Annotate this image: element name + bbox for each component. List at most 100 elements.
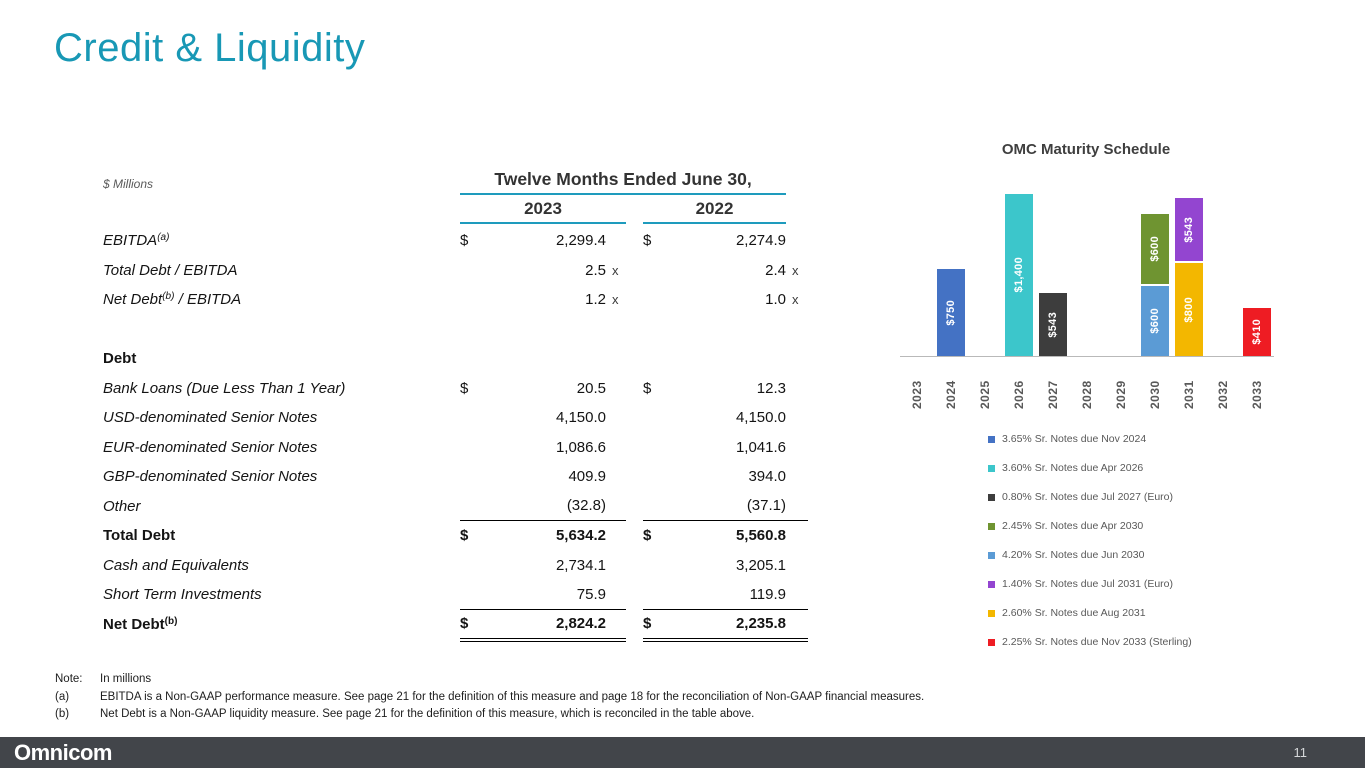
units-label: $ Millions [103, 177, 154, 191]
value-2023: 2.5 [585, 261, 606, 279]
bar-column-2032 [1206, 190, 1240, 356]
value-2023: 5,634.2 [555, 527, 606, 545]
note-label: Note: [55, 673, 83, 685]
value-2023: (32.8) [478, 492, 606, 521]
table-subheader-row: 2023 2022 [103, 197, 813, 226]
bar-column-2030: $600 $600 [1138, 190, 1172, 356]
footer-bar: Omnicom 11 [0, 737, 1365, 768]
year-label: 2027 [1046, 380, 1060, 409]
maturity-chart: OMC Maturity Schedule $750 $1,400 $543 $… [893, 133, 1279, 665]
year-label: 2024 [944, 380, 958, 409]
note-text: Net Debt is a Non-GAAP liquidity measure… [100, 708, 755, 720]
year-label: 2032 [1216, 380, 1230, 409]
value-2023: 2,824.2 [478, 610, 606, 642]
legend-swatch [988, 551, 995, 559]
table-row-usd-notes: USD-denominated Senior Notes 4,150.0 4,1… [103, 403, 813, 433]
bar-column-2028 [1070, 190, 1104, 356]
bar-segment: $543 [1175, 198, 1203, 261]
bar-segment: $1,400 [1005, 194, 1033, 356]
value-2023: 1.2 [585, 291, 606, 309]
row-label: Net Debt(b) [103, 615, 178, 633]
legend-swatch [988, 435, 995, 443]
year-label: 2025 [978, 380, 992, 409]
section-label: Debt [103, 350, 137, 368]
table-row-net-debt-ebitda: Net Debt(b) / EBITDA 1.2 x 1.0 x [103, 285, 813, 315]
value-2022: 2,235.8 [661, 610, 786, 642]
footnotes: Note: In millions (a) EBITDA is a Non-GA… [55, 671, 924, 724]
legend-item: 2.45% Sr. Notes due Apr 2030 [988, 520, 1279, 532]
column-header-2022: 2022 [643, 199, 786, 224]
year-label: 2030 [1148, 380, 1162, 409]
row-label: Other [103, 497, 141, 515]
row-label: Bank Loans (Due Less Than 1 Year) [103, 379, 346, 397]
table-row-total-debt-ebitda: Total Debt / EBITDA 2.5 x 2.4 x [103, 256, 813, 286]
dollar-sign: $ [460, 610, 478, 642]
bar-column-2023 [900, 190, 934, 356]
bar-value-label: $600 [1149, 308, 1161, 334]
note-label: (a) [55, 690, 70, 703]
legend-swatch [988, 522, 995, 530]
row-label: EUR-denominated Senior Notes [103, 438, 318, 456]
row-label: USD-denominated Senior Notes [103, 409, 318, 427]
bar-value-label: $543 [1183, 216, 1195, 243]
bar-value-label: $750 [945, 299, 957, 326]
value-2023: 1,086.6 [555, 438, 606, 456]
table-row-eur-notes: EUR-denominated Senior Notes 1,086.6 1,0… [103, 433, 813, 463]
table-row-short-term-investments: Short Term Investments 75.9 119.9 [103, 580, 813, 610]
bar-segment: $800 [1175, 263, 1203, 356]
dollar-sign: $ [460, 527, 469, 545]
year-label: 2031 [1182, 380, 1196, 409]
value-2022: (37.1) [661, 492, 786, 521]
bar-column-2025 [968, 190, 1002, 356]
value-2022: 2.4 [765, 261, 786, 279]
chart-legend: 3.65% Sr. Notes due Nov 2024 3.60% Sr. N… [988, 433, 1279, 648]
page-number: 11 [1293, 745, 1308, 760]
bar-segment: $600 [1141, 286, 1169, 356]
row-label: GBP-denominated Senior Notes [103, 468, 318, 486]
note-row: (b) Net Debt is a Non-GAAP liquidity mea… [55, 706, 924, 724]
table-row-gbp-notes: GBP-denominated Senior Notes 409.9 394.0 [103, 462, 813, 492]
note-row: (a) EBITDA is a Non-GAAP performance mea… [55, 689, 924, 707]
times-suffix: x [792, 262, 799, 278]
value-2022: 394.0 [748, 468, 786, 486]
financial-table: $ Millions Twelve Months Ended June 30, … [103, 168, 813, 642]
row-label: Short Term Investments [103, 586, 262, 604]
legend-item: 2.25% Sr. Notes due Nov 2033 (Sterling) [988, 636, 1279, 648]
year-label: 2029 [1114, 380, 1128, 409]
dollar-sign: $ [643, 232, 652, 250]
times-suffix: x [612, 262, 619, 278]
year-label: 2026 [1012, 380, 1026, 409]
bar-value-label: $600 [1149, 236, 1161, 262]
value-2023: 409.9 [568, 468, 606, 486]
bar-value-label: $800 [1183, 296, 1195, 323]
omnicom-logo: Omnicom [14, 739, 112, 765]
bar-segment: $410 [1243, 308, 1271, 356]
value-2023: 4,150.0 [555, 409, 606, 427]
table-row-net-debt: Net Debt(b) $ 2,824.2 $ 2,235.8 [103, 610, 813, 642]
value-2023: 2,299.4 [555, 232, 606, 250]
bar-value-label: $410 [1251, 319, 1263, 345]
table-row-debt-header: Debt [103, 344, 813, 374]
dollar-sign: $ [643, 610, 661, 642]
chart-x-axis: 2023 2024 2025 2026 2027 2028 2029 2030 … [900, 357, 1274, 409]
value-2023: 2,734.1 [555, 556, 606, 574]
bar-column-2029 [1104, 190, 1138, 356]
legend-swatch [988, 580, 995, 588]
row-label: Total Debt [103, 527, 176, 545]
chart-title: OMC Maturity Schedule [1001, 141, 1171, 158]
bar-column-2031: $543 $800 [1172, 190, 1206, 356]
legend-item: 2.60% Sr. Notes due Aug 2031 [988, 607, 1279, 619]
legend-swatch [988, 638, 995, 646]
value-2022: 3,205.1 [735, 556, 786, 574]
chart-plot-area: $750 $1,400 $543 $600 $600 $543 $800 $41… [900, 190, 1274, 357]
period-header: Twelve Months Ended June 30, [460, 169, 786, 195]
table-row-bank-loans: Bank Loans (Due Less Than 1 Year) $ 20.5… [103, 374, 813, 404]
row-label: Total Debt / EBITDA [103, 261, 238, 279]
dollar-sign: $ [643, 379, 652, 397]
dollar-sign: $ [643, 527, 652, 545]
legend-item: 0.80% Sr. Notes due Jul 2027 (Euro) [988, 491, 1279, 503]
times-suffix: x [612, 292, 619, 308]
times-suffix: x [792, 292, 799, 308]
value-2022: 1,041.6 [735, 438, 786, 456]
